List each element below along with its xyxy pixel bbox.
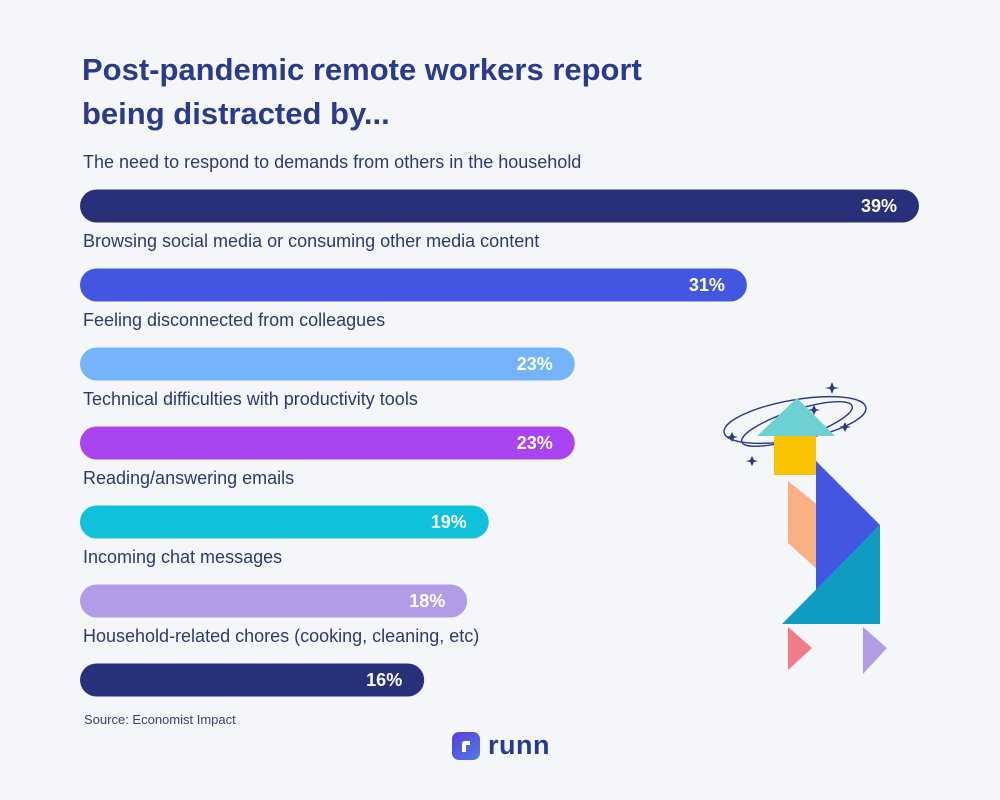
category-label: The need to respond to demands from othe… (83, 152, 581, 172)
runn-r-icon (452, 731, 480, 760)
tangram-figure-illustration (715, 378, 895, 688)
bar (80, 347, 575, 381)
category-label: Feeling disconnected from colleagues (83, 310, 385, 330)
bar (80, 505, 489, 539)
bar (80, 268, 747, 302)
bar-value-label: 18% (409, 591, 445, 611)
chart-title-line-2: being distracted by... (82, 96, 390, 131)
source-note: Source: Economist Impact (84, 712, 236, 727)
bar (80, 426, 575, 460)
bar-value-label: 19% (431, 512, 467, 532)
category-label: Technical difficulties with productivity… (83, 389, 418, 409)
bar-value-label: 39% (861, 196, 897, 216)
bar-value-label: 16% (366, 670, 402, 690)
chart-title-line-1: Post-pandemic remote workers report (82, 52, 642, 87)
brand-name: runn (488, 730, 550, 760)
bar (80, 584, 468, 618)
category-label: Incoming chat messages (83, 547, 282, 567)
brand-logo: runn (452, 730, 550, 761)
chart-title: Post-pandemic remote workers report bein… (82, 48, 782, 136)
bar-value-label: 23% (517, 433, 553, 453)
category-label: Household-related chores (cooking, clean… (83, 626, 479, 646)
bar-value-label: 31% (689, 275, 725, 295)
bar (80, 663, 425, 697)
bar-value-label: 23% (517, 354, 553, 374)
bar (80, 189, 919, 223)
category-label: Reading/answering emails (83, 468, 294, 488)
category-label: Browsing social media or consuming other… (83, 231, 539, 251)
